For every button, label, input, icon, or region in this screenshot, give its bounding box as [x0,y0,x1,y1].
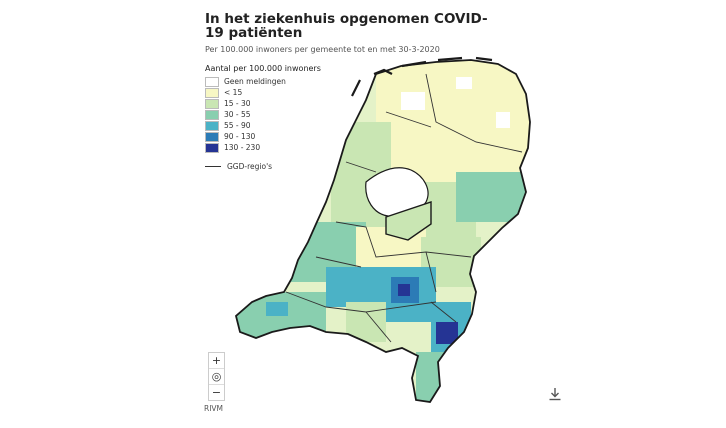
legend-label: < 15 [224,88,243,97]
legend-item: 15 - 30 [205,98,321,109]
legend-item: 130 - 230 [205,142,321,153]
legend-swatch [205,98,219,109]
legend-swatch [205,109,219,120]
legend-item: 90 - 130 [205,131,321,142]
legend-label: Geen meldingen [224,77,286,86]
legend-item: 30 - 55 [205,109,321,120]
legend-label: 55 - 90 [224,121,251,130]
legend-boundary: GGD-regio's [205,162,272,171]
source-label: RIVM [204,404,224,413]
map-subtitle: Per 100.000 inwoners per gemeente tot en… [205,45,440,54]
legend-item: < 15 [205,87,321,98]
legend-item: Geen meldingen [205,76,321,87]
ijsselmeer-water [365,167,429,217]
legend-label: 15 - 30 [224,99,251,108]
ggd-region-boundaries [285,73,523,343]
legend-title: Aantal per 100.000 inwoners [205,64,321,73]
country-outline [234,59,531,403]
zoom-control: + ◎ − [208,352,225,401]
zoom-in-button[interactable]: + [209,353,224,369]
boundary-line-swatch [205,166,221,167]
legend-label: 130 - 230 [224,143,261,152]
legend-label: 90 - 130 [224,132,256,141]
dutch-islands [351,56,493,97]
legend-swatch [205,142,219,153]
legend-swatch [205,131,219,142]
legend: Aantal per 100.000 inwoners Geen melding… [205,64,321,153]
legend-label: 30 - 55 [224,110,251,119]
reset-view-button[interactable]: ◎ [209,369,224,385]
download-icon[interactable] [547,386,563,402]
legend-swatch [205,87,219,98]
flevoland-region [385,201,432,241]
netherlands-map[interactable] [226,52,546,412]
legend-swatch [205,76,219,87]
zoom-out-button[interactable]: − [211,386,222,399]
map-title: In het ziekenhuis opgenomen COVID-19 pat… [205,11,488,41]
legend-swatch [205,120,219,131]
legend-item: 55 - 90 [205,120,321,131]
boundary-label: GGD-regio's [227,162,273,171]
